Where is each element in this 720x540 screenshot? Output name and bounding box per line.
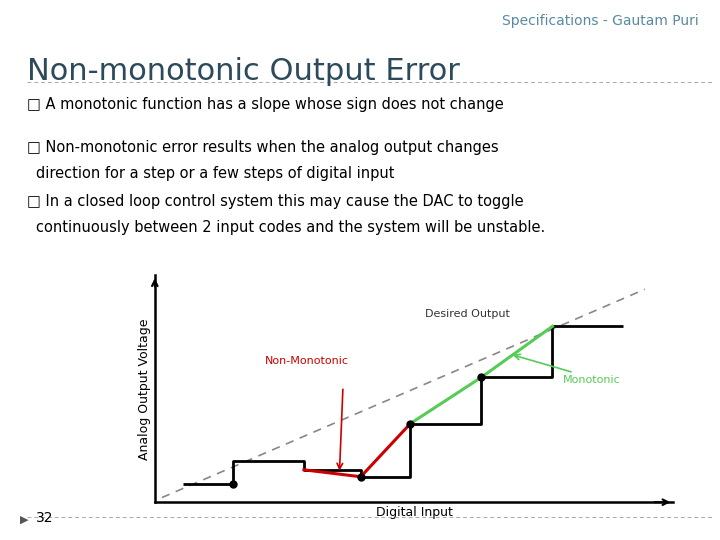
Text: Monotonic: Monotonic [563,375,621,384]
Text: continuously between 2 input codes and the system will be unstable.: continuously between 2 input codes and t… [36,220,545,235]
X-axis label: Digital Input: Digital Input [376,507,452,519]
Text: Specifications - Gautam Puri: Specifications - Gautam Puri [502,14,698,28]
Text: □ A monotonic function has a slope whose sign does not change: □ A monotonic function has a slope whose… [27,97,504,112]
Text: Non-monotonic Output Error: Non-monotonic Output Error [27,57,460,86]
Text: direction for a step or a few steps of digital input: direction for a step or a few steps of d… [36,166,395,181]
Y-axis label: Analog Output Voltage: Analog Output Voltage [138,318,150,460]
Text: ▶: ▶ [20,515,29,525]
Text: □ In a closed loop control system this may cause the DAC to toggle: □ In a closed loop control system this m… [27,194,524,210]
Text: Non-Monotonic: Non-Monotonic [265,356,349,366]
Text: □ Non-monotonic error results when the analog output changes: □ Non-monotonic error results when the a… [27,140,499,156]
Text: Desired Output: Desired Output [425,309,510,319]
Text: 32: 32 [36,511,53,525]
